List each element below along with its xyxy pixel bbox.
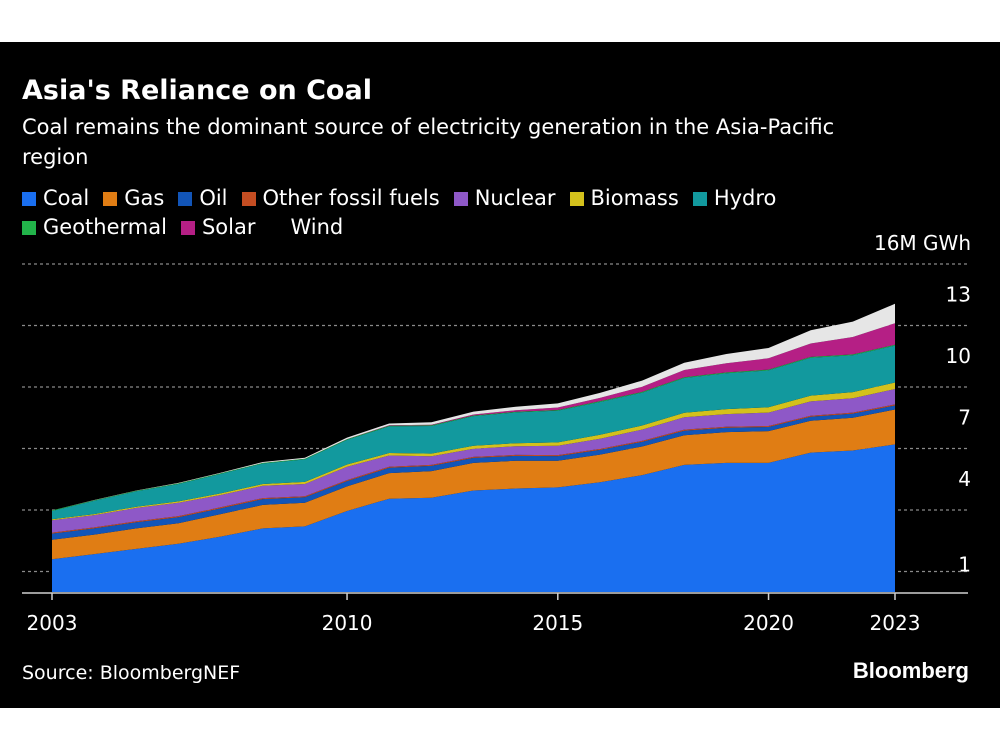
legend-label: Nuclear	[474, 186, 556, 210]
legend-item-oil: Oil	[178, 184, 228, 213]
legend-label: Gas	[124, 186, 165, 210]
legend-swatch	[180, 221, 195, 235]
legend-swatch	[569, 192, 584, 206]
chart-subtitle: Coal remains the dominant source of elec…	[22, 115, 835, 169]
legend-label: Coal	[43, 186, 90, 210]
area-hydro	[52, 345, 895, 520]
legend-item-wind: Wind	[269, 213, 343, 242]
legend-item-geothermal: Geothermal	[22, 213, 167, 242]
y-tick-label: 10	[946, 344, 971, 368]
x-tick-label: 2015	[532, 611, 583, 635]
source-note: Source: BloombergNEF	[22, 662, 241, 684]
x-tick-label: 2003	[27, 611, 78, 635]
legend-item-biomass: Biomass	[569, 184, 679, 213]
bloomberg-logo: Bloomberg	[852, 658, 969, 683]
chart-title: Asia's Reliance on Coal	[22, 75, 372, 106]
y-tick-label: 1	[958, 553, 971, 577]
chart-legend: Coal Gas Oil Other fossil fuels Nuclear Bioma…	[22, 184, 922, 242]
area-gas	[52, 409, 895, 560]
axis-layer	[22, 592, 968, 600]
legend-label: Oil	[199, 186, 228, 210]
area-nuclear	[52, 389, 895, 533]
area-oil	[52, 405, 895, 540]
x-tick-label: 2020	[743, 611, 794, 635]
legend-item-gas: Gas	[103, 184, 164, 213]
legend-swatch	[453, 192, 468, 206]
y-tick-labels: 1 4 7 10 13 16M GWh	[874, 231, 971, 577]
area-biomass	[52, 382, 895, 521]
y-tick-label: 4	[958, 467, 971, 491]
legend-label: Other fossil fuels	[262, 186, 440, 210]
chart-panel: Asia's Reliance on Coal Coal remains the…	[0, 42, 1000, 708]
area-layer	[52, 303, 895, 592]
legend-swatch	[22, 192, 36, 206]
legend-swatch	[692, 192, 707, 206]
y-tick-label: 13	[946, 283, 971, 307]
y-tick-label: 16M GWh	[874, 231, 971, 255]
legend-label: Hydro	[713, 186, 777, 210]
legend-item-coal: Coal	[22, 184, 89, 213]
x-tick-label: 2010	[322, 611, 373, 635]
stacked-area-chart: 1 4 7 10 13 16M GWh 2003 2010 2015 2020 2023	[22, 231, 971, 635]
area-coal	[52, 444, 895, 592]
legend-label: Solar	[201, 215, 256, 239]
legend-swatch	[241, 192, 256, 206]
legend-item-nuclear: Nuclear	[453, 184, 556, 213]
y-tick-label: 7	[958, 406, 971, 430]
x-tick-labels: 2003 2010 2015 2020 2023	[27, 611, 921, 635]
legend-swatch	[103, 192, 118, 206]
legend-item-solar: Solar	[180, 213, 256, 242]
legend-item-other-fossil-fuels: Other fossil fuels	[241, 184, 440, 213]
legend-label: Wind	[290, 215, 344, 239]
legend-label: Geothermal	[43, 215, 167, 239]
legend-swatch	[22, 221, 36, 235]
legend-item-hydro: Hydro	[692, 184, 777, 213]
x-tick-label: 2023	[870, 611, 921, 635]
legend-label: Biomass	[590, 186, 679, 210]
legend-swatch	[178, 192, 193, 206]
